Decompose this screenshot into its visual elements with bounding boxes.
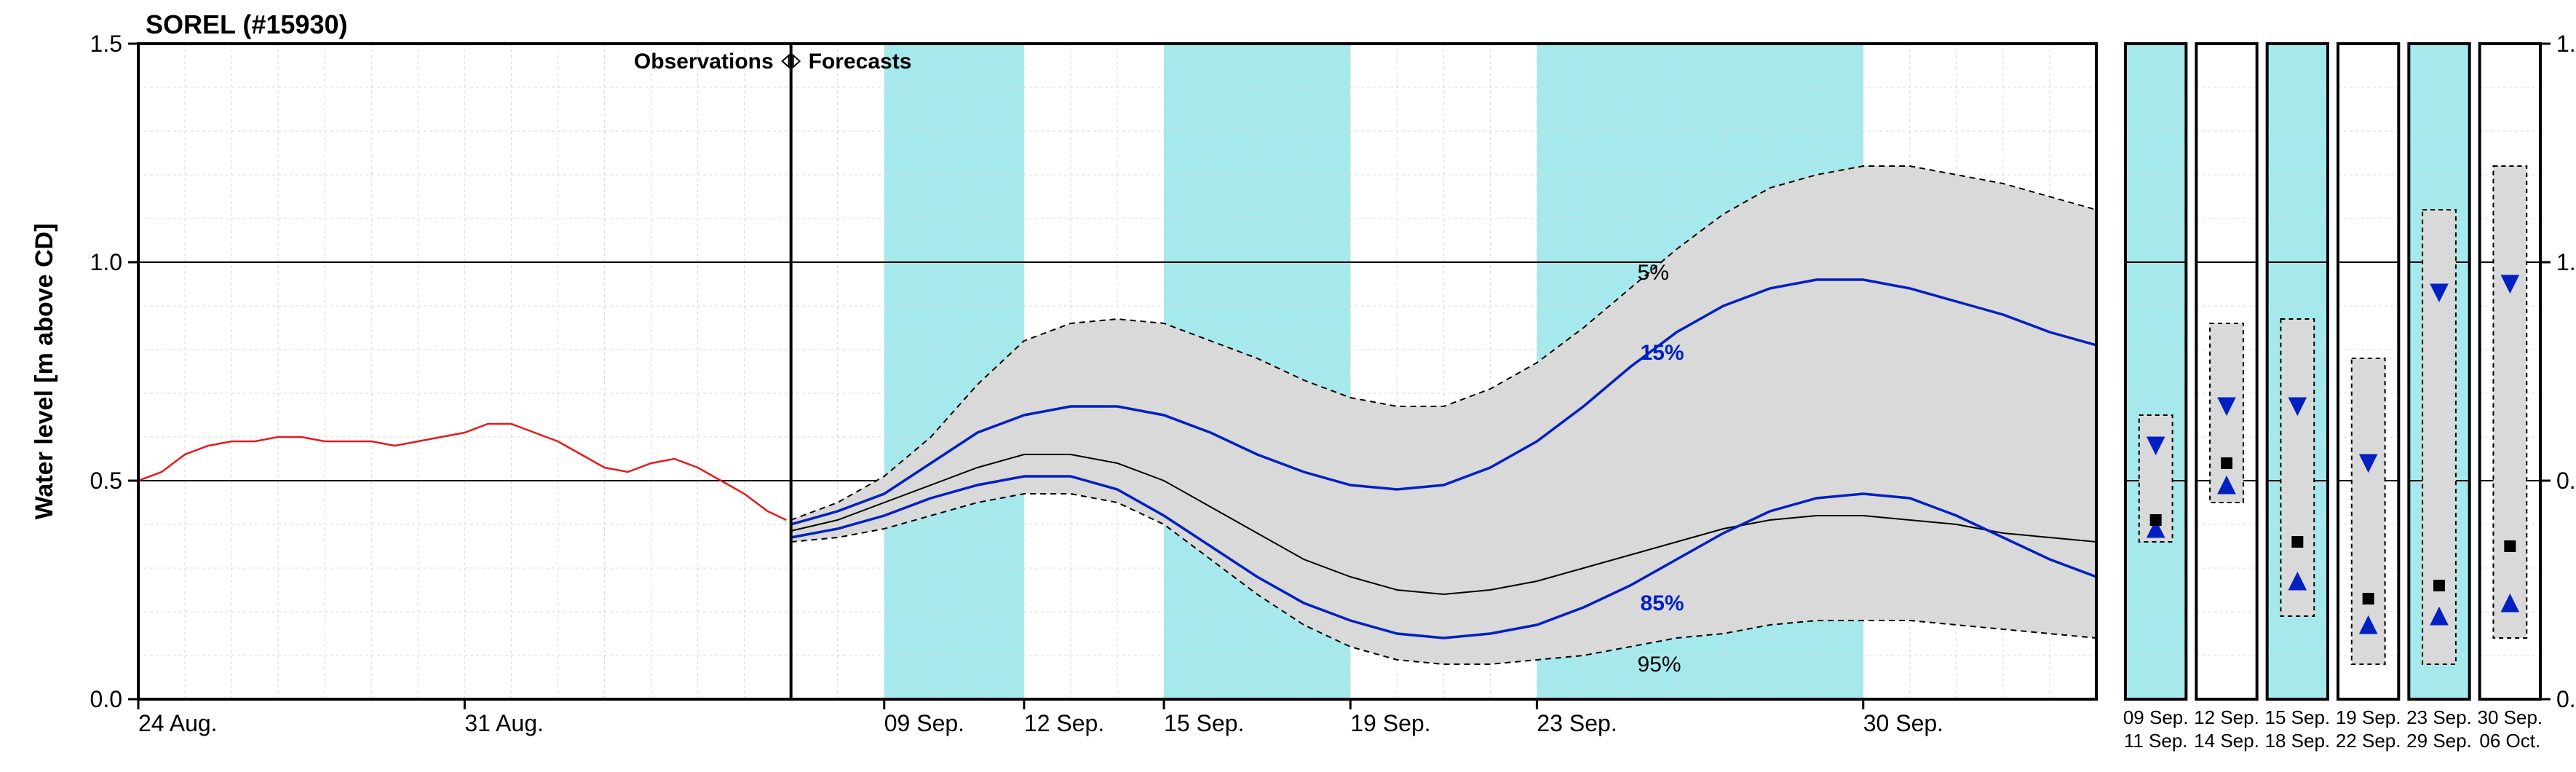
panel-label-bot: 14 Sep. (2194, 730, 2259, 752)
label-15pct: 15% (1641, 341, 1684, 365)
summary-panel: 15 Sep.18 Sep. (2265, 44, 2331, 752)
panel-label-top: 12 Sep. (2194, 706, 2259, 728)
marker-median (2291, 536, 2303, 548)
summary-panel: 19 Sep.22 Sep. (2336, 44, 2401, 752)
summary-box (2493, 166, 2527, 638)
marker-median (2504, 540, 2516, 552)
y-tick-label-right: 1.5 (2556, 31, 2576, 57)
y-tick-label-right: 0.5 (2556, 468, 2576, 494)
x-tick-label: 09 Sep. (884, 710, 964, 736)
panel-label-bot: 22 Sep. (2336, 730, 2401, 752)
y-tick-label: 1.5 (90, 31, 122, 57)
y-tick-label: 0.5 (90, 468, 122, 494)
x-tick-label: 30 Sep. (1863, 710, 1943, 736)
panel-label-bot: 11 Sep. (2124, 730, 2188, 752)
marker-median (2150, 514, 2162, 526)
main-plot: 5% 95% 15% 85% Observations Forecasts 0.0 0.5 1.… (90, 31, 2096, 736)
water-level-chart: SOREL (#15930) Water level [m above CD] 5%… (0, 0, 2576, 772)
x-tick-label: 24 Aug. (138, 710, 218, 736)
forecasts-label: Forecasts (809, 50, 912, 74)
chart-title: SOREL (#15930) (146, 9, 347, 39)
label-5pct: 5% (1638, 261, 1669, 285)
panel-label-top: 09 Sep. (2123, 706, 2189, 728)
y-tick-label: 0.0 (90, 686, 122, 712)
marker-median (2433, 580, 2445, 591)
summary-box (2280, 319, 2314, 616)
panel-label-bot: 29 Sep. (2406, 730, 2472, 752)
chart-svg: SOREL (#15930) Water level [m above CD] 5%… (0, 0, 2576, 772)
panel-label-top: 19 Sep. (2336, 706, 2401, 728)
label-85pct: 85% (1641, 591, 1684, 615)
panel-label-bot: 18 Sep. (2265, 730, 2331, 752)
y-tick-label-right: 0.0 (2556, 686, 2576, 712)
marker-median (2363, 593, 2374, 604)
observations-line (138, 424, 786, 520)
summary-panel: 30 Sep.06 Oct. (2478, 44, 2543, 752)
x-tick-label: 19 Sep. (1350, 710, 1430, 736)
x-tick-label: 23 Sep. (1537, 710, 1617, 736)
label-95pct: 95% (1638, 653, 1681, 677)
summary-box (2422, 210, 2456, 664)
summary-panel: 12 Sep.14 Sep. (2194, 44, 2259, 752)
marker-median (2221, 457, 2232, 469)
x-tick-label: 12 Sep. (1024, 710, 1104, 736)
x-tick-label: 31 Aug. (464, 710, 544, 736)
panel-label-top: 30 Sep. (2478, 706, 2543, 728)
y-tick-label: 1.0 (90, 249, 122, 275)
y-axis-label: Water level [m above CD] (31, 224, 58, 520)
panel-label-top: 15 Sep. (2265, 706, 2331, 728)
observations-label: Observations (634, 50, 774, 74)
summary-panel: 09 Sep.11 Sep. (2123, 44, 2189, 752)
summary-panel: 23 Sep.29 Sep. (2406, 44, 2472, 752)
panel-label-bot: 06 Oct. (2479, 730, 2540, 752)
panel-label-top: 23 Sep. (2406, 706, 2472, 728)
x-tick-label: 15 Sep. (1164, 710, 1244, 736)
y-tick-label-right: 1.0 (2556, 249, 2576, 275)
